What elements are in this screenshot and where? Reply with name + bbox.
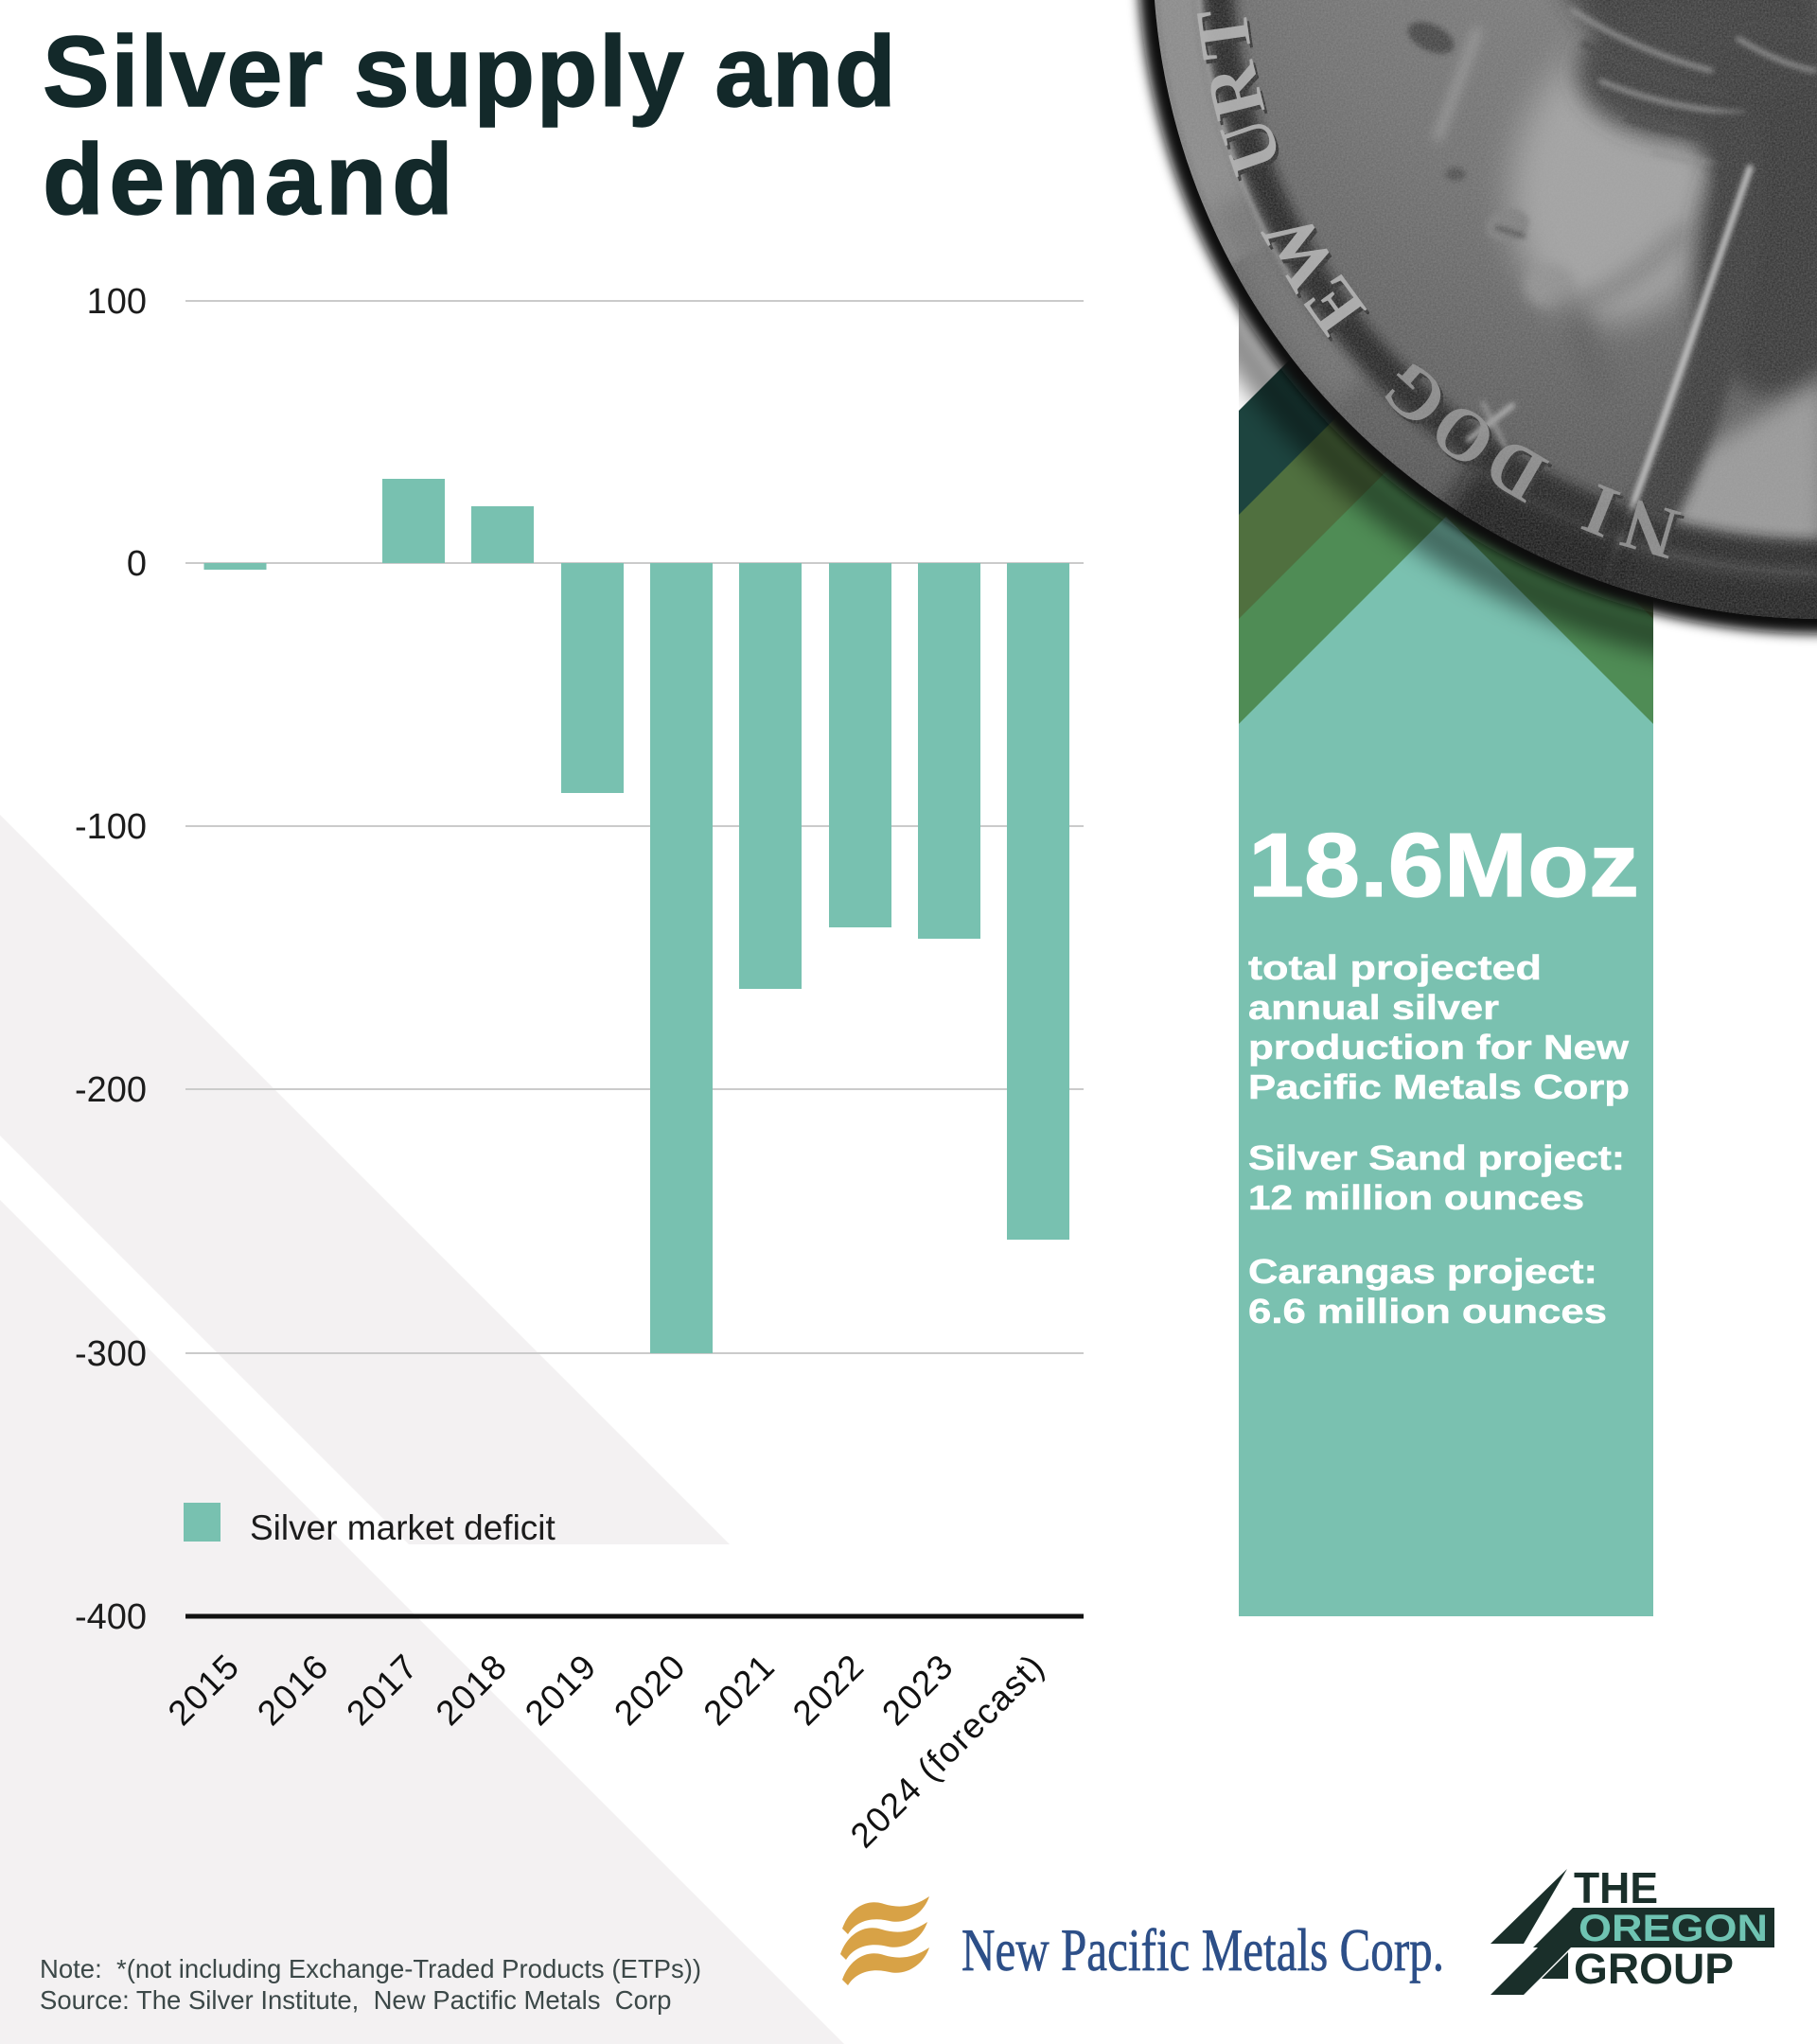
svg-text:total projected: total projected [1248,948,1542,987]
svg-text:-200: -200 [75,1070,147,1110]
svg-text:GROUP: GROUP [1574,1945,1734,1993]
svg-text:demand: demand [43,124,458,236]
svg-text:6.6 million ounces: 6.6 million ounces [1248,1292,1607,1330]
svg-text:2023: 2023 [874,1647,961,1733]
svg-text:annual silver: annual silver [1248,988,1499,1027]
svg-text:New Pacific Metals Corp.: New Pacific Metals Corp. [961,1916,1444,1983]
svg-text:Pacific Metals Corp: Pacific Metals Corp [1248,1067,1630,1106]
svg-text:OREGON: OREGON [1579,1908,1768,1949]
svg-text:Source: The Silver Institute,: Source: The Silver Institute, New Pactif… [40,1985,671,2015]
svg-text:Silver Sand project:: Silver Sand project: [1248,1138,1625,1177]
svg-text:production for New: production for New [1248,1028,1630,1066]
svg-text:THE: THE [1574,1863,1658,1912]
svg-text:100: 100 [87,282,147,322]
svg-text:Silver supply and: Silver supply and [43,16,897,128]
svg-text:18.6Moz: 18.6Moz [1248,815,1639,916]
svg-text:12 million ounces: 12 million ounces [1248,1178,1584,1217]
svg-text:2021: 2021 [697,1647,783,1733]
svg-text:-300: -300 [75,1334,147,1374]
svg-text:0: 0 [127,544,147,584]
svg-text:-400: -400 [75,1597,147,1637]
svg-text:Silver market deficit: Silver market deficit [250,1508,556,1547]
svg-text:2019: 2019 [518,1647,604,1733]
svg-text:Carangas project:: Carangas project: [1248,1252,1597,1291]
svg-text:2020: 2020 [607,1647,693,1733]
svg-text:-100: -100 [75,807,147,847]
svg-text:Note: *(not including Exchang: Note: *(not including Exchange-Traded Pr… [40,1954,701,1983]
svg-text:2022: 2022 [785,1647,872,1733]
